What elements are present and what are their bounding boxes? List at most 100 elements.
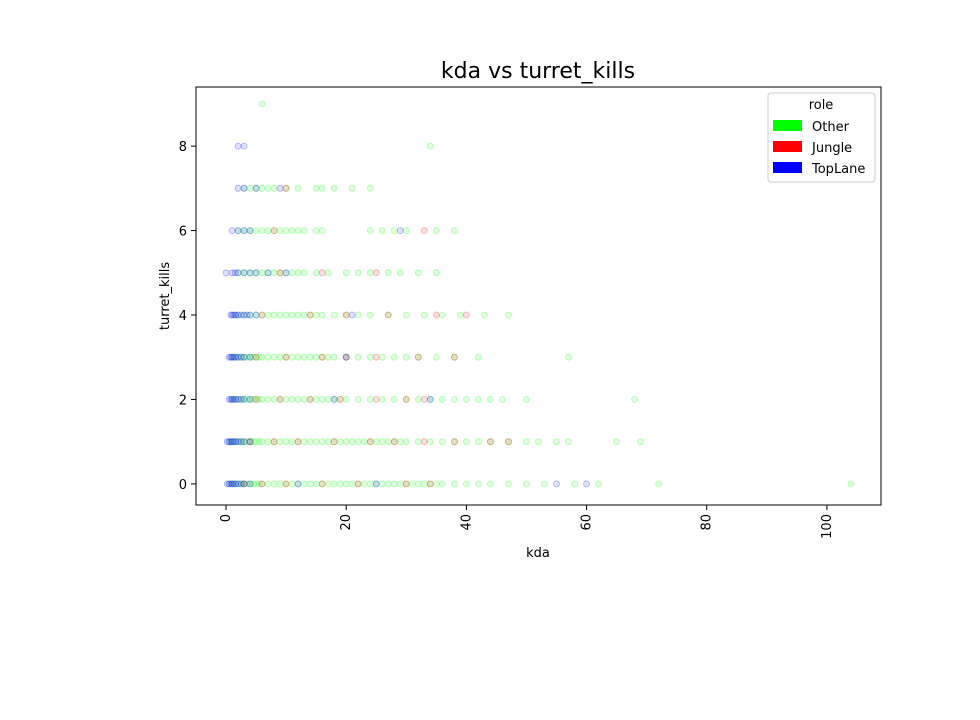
data-point bbox=[318, 480, 326, 488]
data-point bbox=[282, 395, 290, 403]
data-point bbox=[294, 184, 302, 192]
data-point bbox=[438, 395, 446, 403]
legend-swatch-jungle bbox=[773, 141, 802, 152]
data-point bbox=[342, 395, 350, 403]
data-point bbox=[276, 438, 284, 446]
data-point bbox=[258, 227, 266, 235]
data-point bbox=[390, 438, 398, 446]
data-point bbox=[252, 353, 260, 361]
data-point bbox=[306, 395, 314, 403]
data-point bbox=[288, 438, 296, 446]
data-point bbox=[342, 269, 350, 277]
data-point bbox=[384, 269, 392, 277]
data-point bbox=[378, 353, 386, 361]
data-point bbox=[252, 269, 260, 277]
data-point bbox=[246, 227, 254, 235]
data-point bbox=[288, 353, 296, 361]
data-point bbox=[300, 395, 308, 403]
data-point bbox=[553, 438, 560, 446]
data-point bbox=[234, 438, 242, 446]
data-point bbox=[246, 480, 254, 488]
data-point bbox=[366, 438, 374, 446]
data-point bbox=[330, 353, 338, 361]
data-point bbox=[294, 269, 302, 277]
data-point bbox=[372, 438, 380, 446]
data-point bbox=[595, 480, 602, 488]
data-point bbox=[432, 480, 440, 488]
data-point bbox=[390, 480, 398, 488]
data-point bbox=[270, 269, 278, 277]
data-point bbox=[318, 480, 326, 488]
data-point bbox=[240, 480, 248, 488]
data-point bbox=[243, 438, 251, 446]
data-point bbox=[342, 311, 350, 319]
data-point bbox=[312, 184, 320, 192]
data-point bbox=[402, 438, 410, 446]
data-point bbox=[408, 480, 416, 488]
data-point bbox=[348, 311, 356, 319]
data-point bbox=[228, 311, 236, 319]
data-point bbox=[240, 311, 248, 319]
data-point bbox=[252, 269, 260, 277]
data-point bbox=[234, 227, 242, 235]
data-point bbox=[474, 395, 482, 403]
data-point bbox=[354, 395, 362, 403]
data-point bbox=[246, 353, 254, 361]
data-point bbox=[306, 311, 314, 319]
y-tick-label: 6 bbox=[179, 225, 187, 240]
data-point bbox=[450, 353, 458, 361]
data-point bbox=[462, 311, 470, 319]
data-point bbox=[237, 438, 245, 446]
data-point bbox=[258, 269, 266, 277]
data-point bbox=[252, 184, 260, 192]
data-point bbox=[228, 438, 236, 446]
legend-title: role bbox=[809, 98, 834, 113]
data-point bbox=[426, 142, 434, 150]
data-point bbox=[294, 438, 302, 446]
data-point bbox=[486, 438, 494, 446]
data-point bbox=[462, 438, 470, 446]
data-point bbox=[456, 311, 464, 319]
data-point bbox=[264, 269, 272, 277]
data-point bbox=[300, 480, 308, 488]
data-point bbox=[282, 184, 290, 192]
data-point bbox=[225, 480, 233, 488]
data-point bbox=[486, 395, 494, 403]
y-tick-label: 0 bbox=[179, 478, 187, 493]
data-point bbox=[450, 480, 458, 488]
data-point bbox=[366, 480, 374, 488]
data-point bbox=[258, 395, 266, 403]
data-point bbox=[249, 395, 257, 403]
data-point bbox=[420, 395, 428, 403]
data-point bbox=[505, 438, 512, 446]
data-point bbox=[571, 480, 578, 488]
data-point bbox=[330, 395, 338, 403]
data-point bbox=[330, 480, 338, 488]
data-point bbox=[354, 269, 362, 277]
data-point bbox=[276, 395, 284, 403]
data-point bbox=[426, 395, 434, 403]
data-point bbox=[312, 353, 320, 361]
x-tick-label: 0 bbox=[219, 514, 234, 522]
data-point bbox=[282, 353, 290, 361]
data-point bbox=[336, 395, 344, 403]
data-point bbox=[252, 311, 260, 319]
data-point bbox=[282, 438, 290, 446]
legend: role Other Jungle TopLane bbox=[767, 92, 876, 183]
data-point bbox=[312, 227, 320, 235]
data-point bbox=[246, 480, 254, 488]
data-point bbox=[231, 311, 239, 319]
data-point bbox=[228, 269, 236, 277]
data-point bbox=[237, 353, 245, 361]
data-point bbox=[318, 311, 326, 319]
data-point bbox=[246, 438, 254, 446]
data-point bbox=[384, 311, 392, 319]
data-point bbox=[246, 438, 254, 446]
data-point bbox=[294, 227, 302, 235]
data-point bbox=[228, 353, 236, 361]
data-point bbox=[232, 311, 240, 319]
data-point bbox=[390, 353, 398, 361]
data-point bbox=[270, 353, 278, 361]
data-point bbox=[631, 395, 638, 403]
data-point bbox=[237, 353, 245, 361]
